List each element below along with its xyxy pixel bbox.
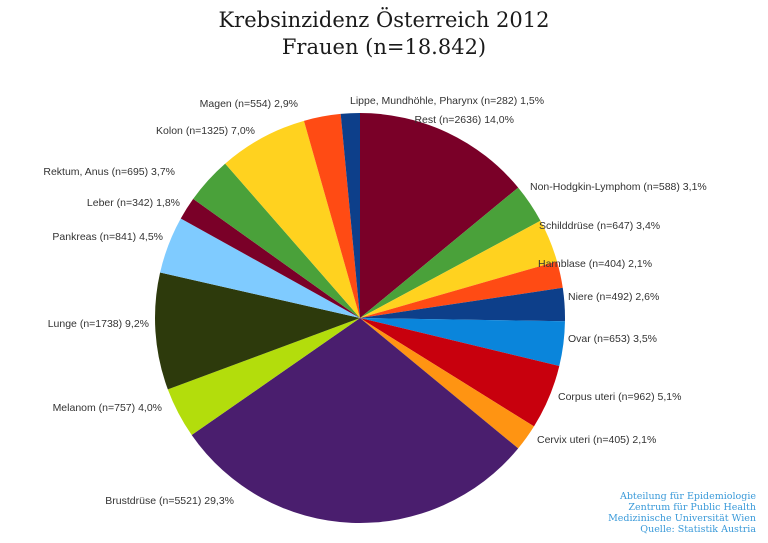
pie-slice [340, 113, 360, 318]
pie-slice [180, 198, 360, 318]
credits-line: Quelle: Statistik Austria [640, 524, 756, 535]
slice-label: Lunge (n=1738) 9,2% [48, 318, 149, 330]
chart-title: Krebsinzidenz Österreich 2012 [218, 8, 550, 32]
slice-label: Corpus uteri (n=962) 5,1% [558, 391, 681, 403]
credits-block: Abteilung für Epidemiologie Zentrum für … [608, 491, 756, 535]
pie-slice [360, 318, 534, 449]
slice-label: Kolon (n=1325) 7,0% [156, 125, 255, 137]
pie-slice [360, 187, 541, 318]
pie-slice [191, 318, 519, 524]
pie-slice [360, 261, 563, 318]
pie-slice [167, 318, 360, 436]
pie-slice [225, 120, 360, 318]
slice-label: Lippe, Mundhöhle, Pharynx (n=282) 1,5% [350, 95, 544, 107]
pie-slice [154, 272, 360, 390]
slice-label: Ovar (n=653) 3,5% [568, 333, 657, 345]
pie-slice [360, 318, 565, 366]
pie-slice [360, 287, 565, 322]
slice-label: Leber (n=342) 1,8% [87, 197, 180, 209]
slice-label: Rest (n=2636) 14,0% [414, 114, 514, 126]
pie-slices [154, 113, 565, 524]
slice-label: Harnblase (n=404) 2,1% [538, 258, 652, 270]
pie-labels: Rest (n=2636) 14,0% Non-Hodgkin-Lymphom (… [43, 95, 706, 507]
slice-label: Pankreas (n=841) 4,5% [52, 231, 163, 243]
slice-label: Rektum, Anus (n=695) 3,7% [43, 166, 175, 178]
credits-line: Medizinische Universität Wien [608, 513, 756, 524]
pie-slice [360, 113, 519, 318]
pie-slice [160, 218, 360, 318]
pie-slice [303, 113, 360, 318]
pie-slice [360, 220, 558, 318]
slice-label: Magen (n=554) 2,9% [200, 98, 298, 110]
slice-label: Schilddrüse (n=647) 3,4% [539, 220, 660, 232]
slice-label: Melanom (n=757) 4,0% [53, 402, 162, 414]
pie-slice [360, 318, 560, 427]
chart-subtitle: Frauen (n=18.842) [281, 35, 487, 59]
credits-line: Abteilung für Epidemiologie [619, 491, 756, 502]
slice-label: Niere (n=492) 2,6% [568, 291, 659, 303]
slice-label: Non-Hodgkin-Lymphom (n=588) 3,1% [530, 181, 707, 193]
slice-label: Brustdrüse (n=5521) 29,3% [105, 495, 234, 507]
pie-slice [193, 163, 360, 318]
credits-line: Zentrum für Public Health [628, 502, 756, 513]
slice-label: Cervix uteri (n=405) 2,1% [537, 434, 656, 446]
